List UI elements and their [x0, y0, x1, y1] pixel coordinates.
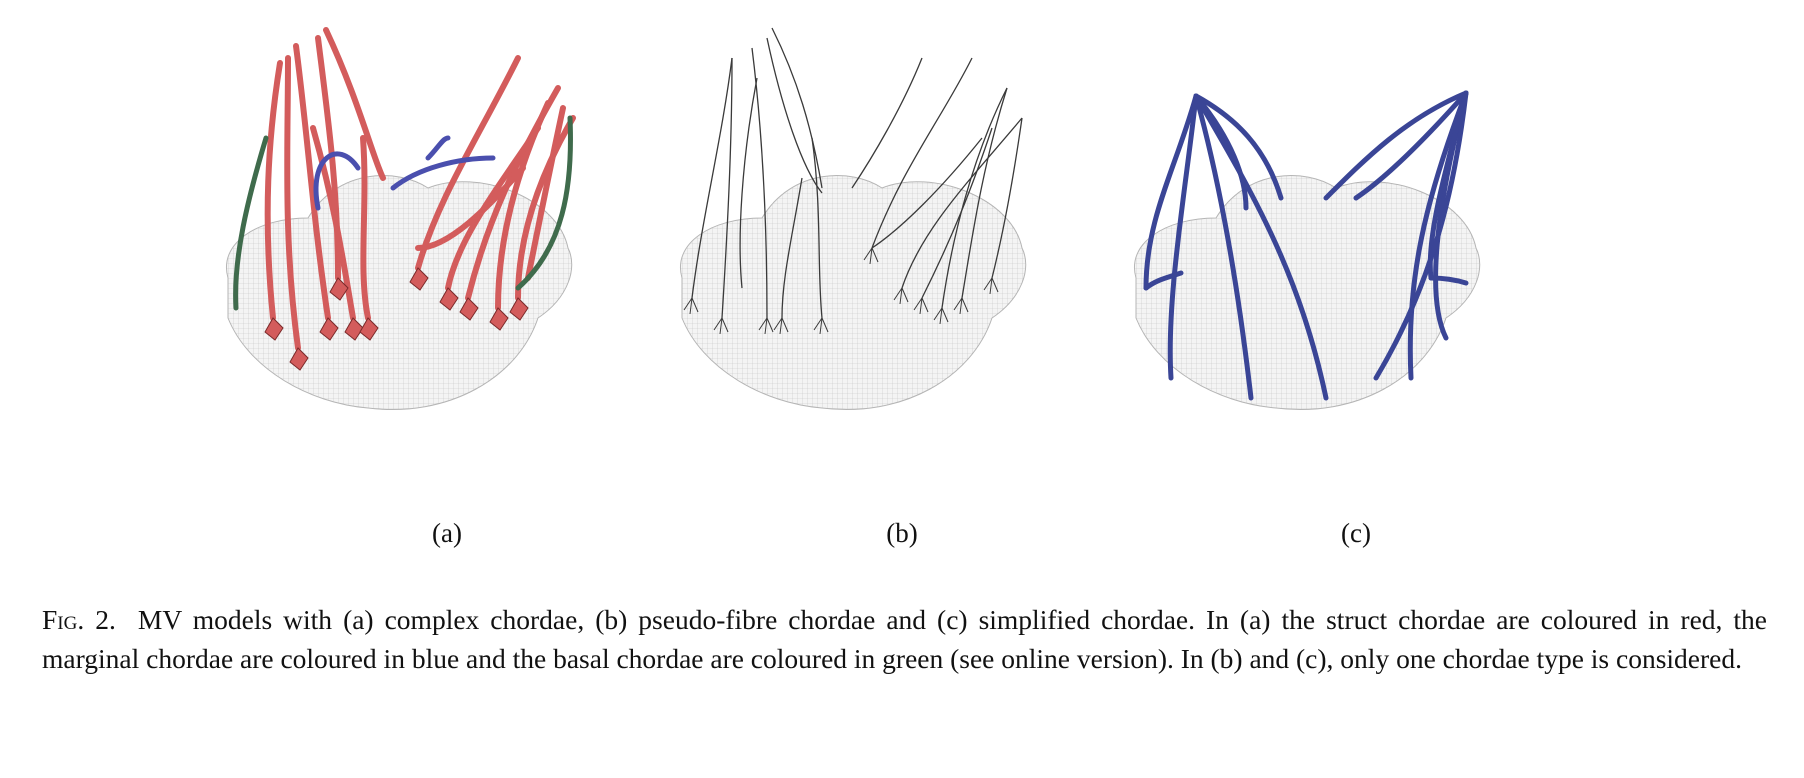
- valve-mesh: [680, 175, 1027, 410]
- caption-figure-label: Fig. 2.: [42, 604, 116, 635]
- caption-text: MV models with (a) complex chordae, (b) …: [42, 604, 1768, 674]
- marginal-chordae: [313, 135, 496, 211]
- subfigure-label-b: (b): [886, 518, 918, 548]
- struct-chordae: [264, 27, 576, 351]
- subfigure-label-c: (c): [1341, 518, 1371, 548]
- panel-a-image: [226, 27, 576, 410]
- subfigure-label-a: (a): [432, 518, 462, 548]
- figure-caption: Fig. 2. MV models with (a) complex chord…: [42, 600, 1767, 678]
- panel-b-pseudo-fibre-chordae: [672, 18, 1132, 478]
- panel-b-image: [680, 27, 1027, 410]
- pseudo-fibre-chordae: [691, 27, 1023, 319]
- basal-chordae: [233, 115, 573, 311]
- pseudo-fibre-branches: [683, 247, 999, 335]
- figure-panels: [218, 18, 1586, 478]
- panel-c-image: [1134, 90, 1481, 410]
- panel-a-complex-chordae: [218, 18, 678, 478]
- struct-chordae-tips: [264, 267, 529, 371]
- simplified-chordae: [1143, 90, 1469, 401]
- panel-c-simplified-chordae: [1126, 18, 1586, 478]
